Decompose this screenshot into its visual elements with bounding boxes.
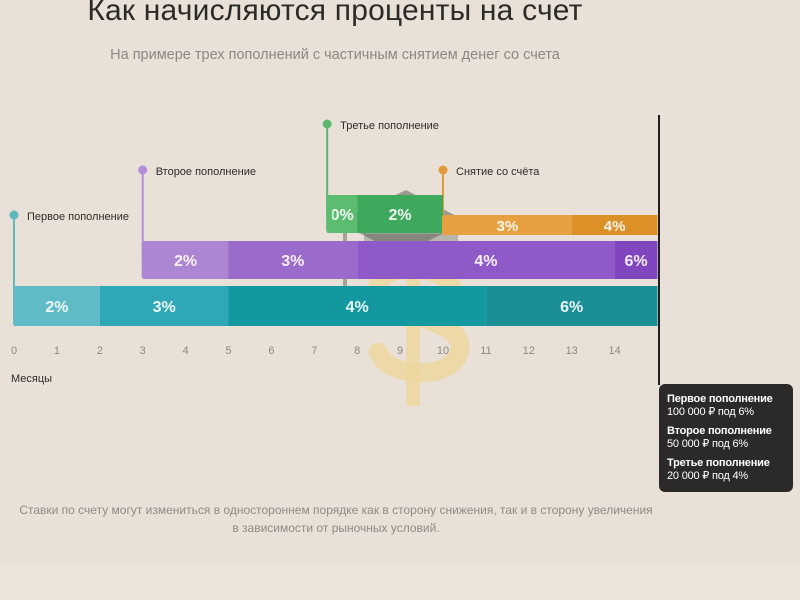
x-tick-label: 11: [480, 345, 491, 357]
bar-segment: [99, 286, 229, 326]
x-tick-label: 9: [397, 345, 403, 357]
tooltip-entry-name: Первое пополнение: [667, 393, 773, 405]
x-tick-label: 2: [97, 345, 103, 357]
segment-rate-label: 4%: [604, 218, 626, 235]
x-tick-label: 3: [140, 345, 146, 357]
x-tick-label: 0: [11, 345, 17, 357]
series-marker-dot: [438, 165, 448, 175]
segment-rate-label: 3%: [153, 299, 176, 316]
x-tick-label: 13: [566, 345, 578, 357]
page-subtitle: На примере трех пополнений с частичным с…: [110, 47, 560, 63]
page-title: Как начисляются проценты на счет: [87, 0, 583, 27]
tooltip-entry: Второе пополнение 50 000 ₽ под 6%: [667, 425, 787, 451]
x-tick-label: 14: [608, 345, 620, 357]
x-tick-label: 6: [268, 345, 274, 357]
deposit-tooltip: Первое пополнение 100 000 ₽ под 6% Второ…: [659, 384, 793, 492]
x-tick-label: 12: [523, 345, 535, 357]
x-tick-label: 7: [311, 345, 317, 357]
x-tick-label: 10: [437, 345, 449, 357]
x-tick-label: 4: [183, 345, 189, 357]
bar-segment: [443, 215, 572, 235]
bar-segment: [142, 241, 229, 279]
bar-segment: [14, 286, 100, 326]
bar-segment: [327, 195, 358, 233]
series-label: Второе пополнение: [156, 166, 256, 178]
dollar-stem: [406, 258, 420, 406]
x-tick-label: 8: [354, 345, 360, 357]
bar-segment: [357, 195, 443, 233]
series-marker-dot: [138, 165, 148, 175]
tooltip-entry: Первое пополнение 100 000 ₽ под 6%: [667, 393, 787, 419]
bar-segment: [571, 215, 658, 235]
bar-start-cap: [442, 215, 448, 235]
bar-start-cap: [13, 286, 19, 326]
tooltip-entry-name: Второе пополнение: [667, 425, 772, 437]
x-tick-label: 1: [54, 345, 60, 357]
tooltip-entry-value: 20 000 ₽ под 4%: [667, 470, 748, 482]
segment-rate-label: 2%: [389, 207, 412, 224]
segment-rate-label: 6%: [624, 253, 647, 270]
series-marker-dot: [322, 119, 332, 129]
series-label: Снятие со счёта: [456, 166, 540, 178]
x-axis-label: Месяцы: [11, 373, 52, 385]
segment-rate-label: 3%: [281, 253, 304, 270]
bar-segment: [614, 241, 658, 279]
bar-segment: [485, 286, 658, 326]
segment-rate-label: 4%: [474, 253, 497, 270]
tooltip-entry-value: 50 000 ₽ под 6%: [667, 438, 748, 450]
bottom-band: [0, 562, 800, 600]
tooltip-entry-value: 100 000 ₽ под 6%: [667, 406, 754, 418]
tooltip-entry-name: Третье пополнение: [667, 457, 770, 469]
x-tick-label: 5: [225, 345, 231, 357]
segment-rate-label: 6%: [560, 299, 583, 316]
segment-rate-label: 4%: [346, 299, 369, 316]
disclaimer-line: Ставки по счету могут измениться в однос…: [19, 503, 653, 517]
disclaimer: Ставки по счету могут измениться в однос…: [0, 501, 672, 537]
bar-start-cap: [326, 195, 333, 233]
bar-segment: [228, 286, 486, 326]
bar-segment: [357, 241, 615, 279]
segment-rate-label: 2%: [174, 253, 197, 270]
series-label: Третье пополнение: [340, 120, 439, 132]
segment-rate-label: 0%: [331, 207, 354, 224]
segment-rate-label: 3%: [497, 218, 519, 235]
disclaimer-line: в зависимости от рыночных условий.: [232, 521, 440, 535]
bar-segment: [228, 241, 358, 279]
bar-start-cap: [141, 241, 148, 279]
tooltip-entry: Третье пополнение 20 000 ₽ под 4%: [667, 457, 787, 483]
series-label: Первое пополнение: [27, 211, 129, 223]
series-marker-dot: [9, 210, 19, 220]
segment-rate-label: 2%: [45, 299, 68, 316]
